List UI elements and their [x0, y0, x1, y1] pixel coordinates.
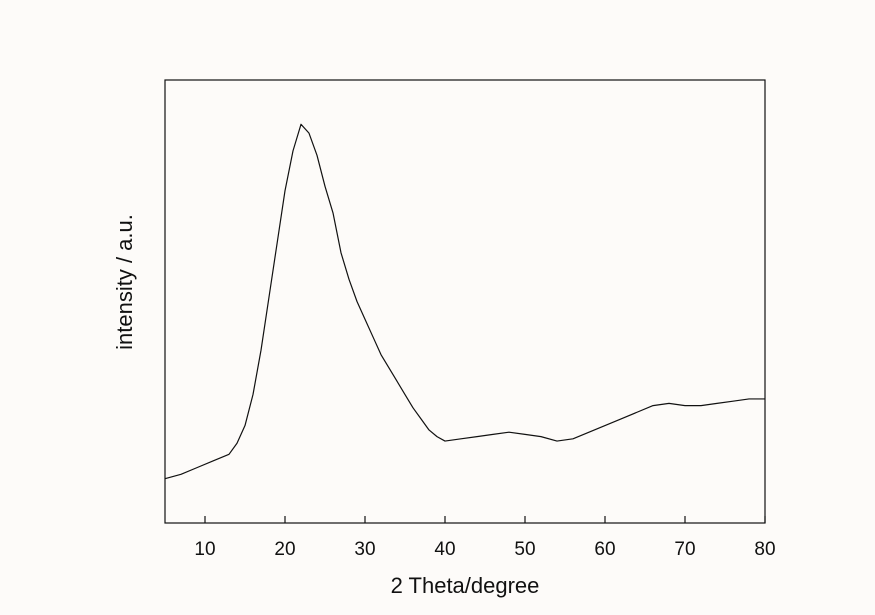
x-tick-label: 60: [594, 539, 615, 560]
plot-frame: [164, 79, 766, 524]
x-tick-label: 50: [514, 539, 535, 560]
x-tick-label: 70: [674, 539, 695, 560]
x-axis-ticks: 10 20 30 40 50 60 70 80: [194, 516, 776, 560]
x-tick-label: 80: [754, 539, 775, 560]
x-tick-label: 40: [434, 539, 455, 560]
x-tick-label: 20: [274, 539, 295, 560]
x-tick-label: 30: [354, 539, 375, 560]
series-line: [164, 123, 765, 480]
x-tick-label: 10: [194, 539, 215, 560]
y-axis-label: intensity / a.u.: [112, 214, 137, 350]
plot-area: [165, 80, 765, 523]
x-axis-label: 2 Theta/degree: [391, 573, 540, 598]
